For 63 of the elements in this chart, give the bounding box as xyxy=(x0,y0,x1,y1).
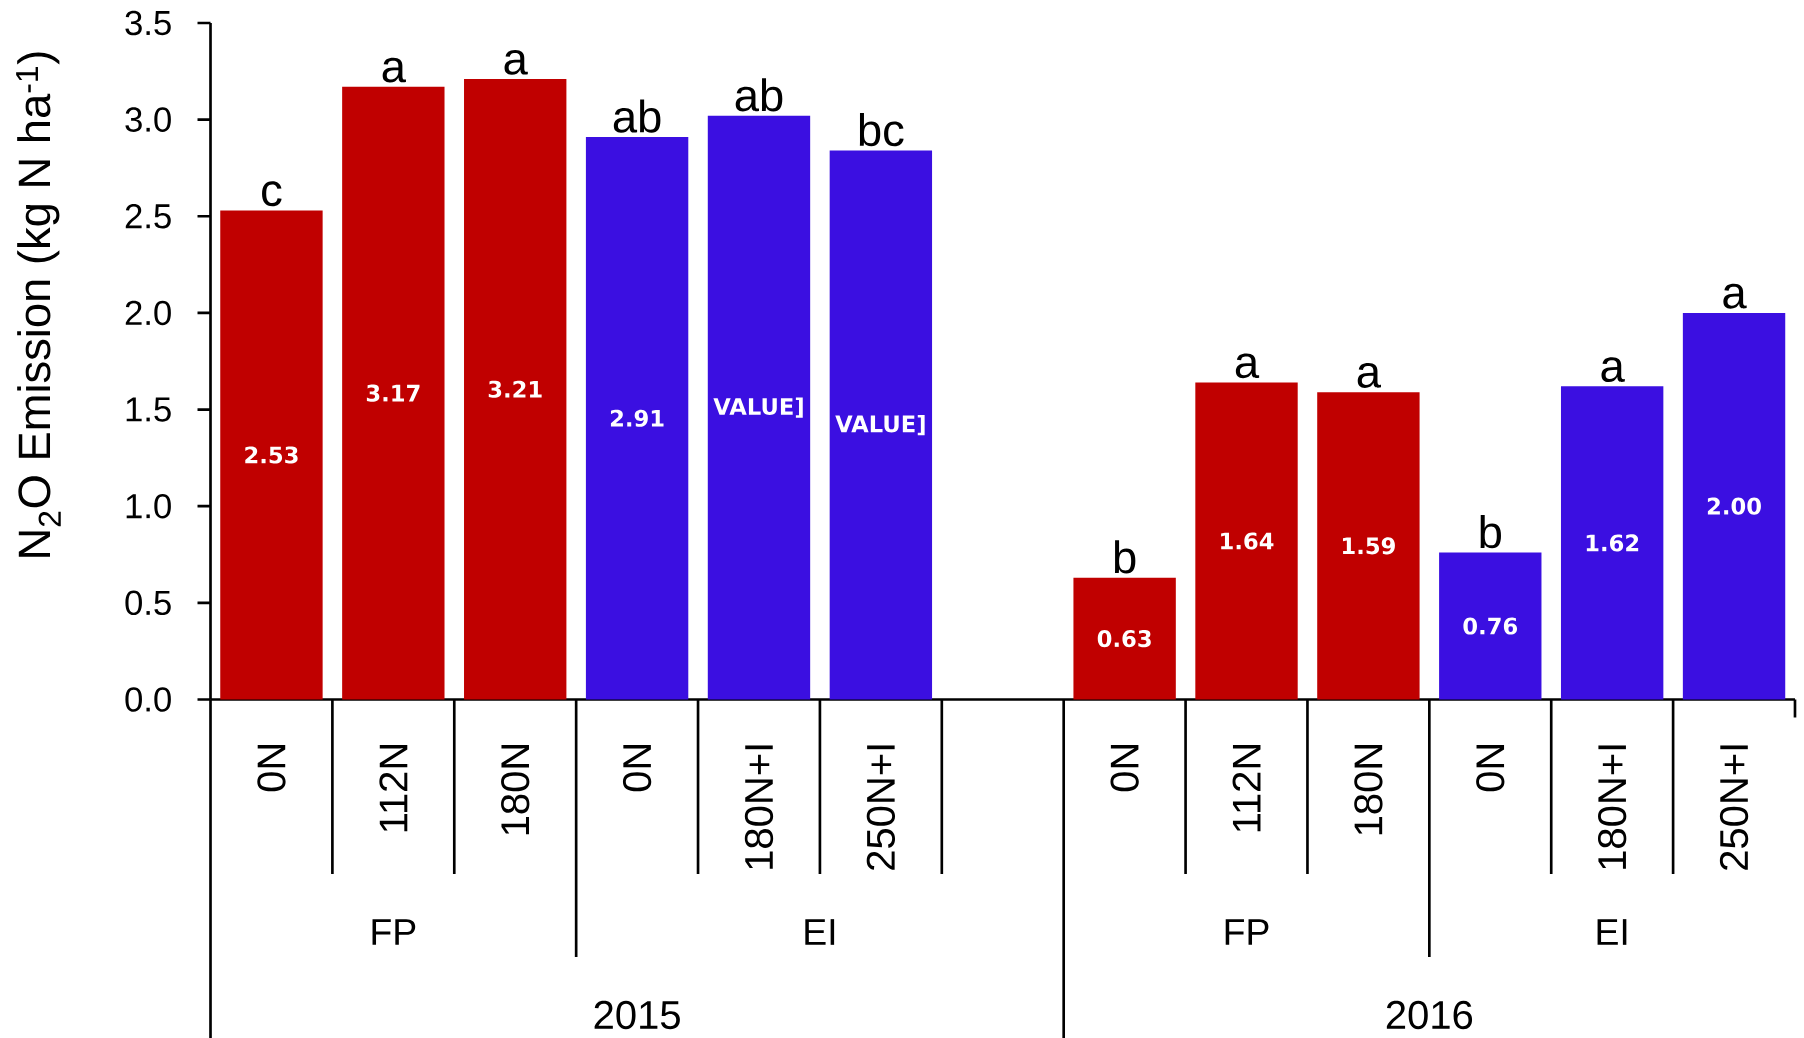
data-label: 1.62 xyxy=(1586,534,1639,552)
bar xyxy=(464,79,567,700)
annotation: bc xyxy=(859,113,904,147)
bar xyxy=(1317,392,1420,700)
annotation: c xyxy=(262,181,282,207)
text: EI xyxy=(1597,919,1627,945)
bar xyxy=(1195,382,1298,700)
x-tick-label: 0N xyxy=(622,745,652,792)
data-label: VALUE] xyxy=(713,397,803,418)
y-tick-label: 3.0 xyxy=(125,107,171,132)
y-tick-label: 1.0 xyxy=(126,493,171,519)
annotation: b xyxy=(1114,540,1136,574)
data-label: 1.59 xyxy=(1342,537,1395,555)
y-tick-label: 3.5 xyxy=(125,10,171,36)
data-label: 2.53 xyxy=(245,446,298,464)
bar xyxy=(342,86,445,700)
data-label: 1.64 xyxy=(1221,532,1274,550)
bar xyxy=(829,150,933,700)
data-label: 0.76 xyxy=(1463,617,1518,635)
bar xyxy=(585,137,689,700)
annotation: a xyxy=(1357,363,1382,388)
annotation: ab xyxy=(735,78,783,112)
data-label: 2.00 xyxy=(1707,497,1761,515)
y-tick-label: 0.0 xyxy=(125,687,171,712)
annotation: ab xyxy=(613,99,661,133)
annotation: b xyxy=(1480,515,1501,549)
x-tick-label: 180N xyxy=(501,745,530,835)
annotation: a xyxy=(504,49,528,75)
x-tick-label: 112N xyxy=(1232,745,1261,832)
x-tick-label: 250N+I xyxy=(866,745,896,870)
y-tick-label: 2.5 xyxy=(125,204,171,229)
x-tick-label: 250N+I xyxy=(1719,745,1749,870)
text: 2015 xyxy=(594,1000,680,1030)
text: FP xyxy=(372,919,416,945)
bar xyxy=(1682,312,1786,700)
x-tick-label: 0N xyxy=(257,745,286,792)
data-label: 0.63 xyxy=(1097,630,1151,648)
x-tick-label: 180N+I xyxy=(1598,745,1627,869)
x-tick-label: 112N xyxy=(379,745,408,832)
bar xyxy=(220,210,323,700)
x-tick-label: 180N+I xyxy=(744,745,774,869)
annotation: a xyxy=(1235,353,1260,379)
x-tick-label: 0N xyxy=(1110,745,1139,792)
bar xyxy=(1439,552,1542,700)
x-tick-label: 180N xyxy=(1354,745,1383,835)
data-label: 2.91 xyxy=(610,409,664,427)
bar xyxy=(1560,386,1664,700)
annotation: a xyxy=(382,57,406,83)
y-tick-label: 2.0 xyxy=(125,300,171,326)
y-axis-title: N$_{2}$O Emission (kg N ha$^{-1}$) xyxy=(16,52,61,557)
data-label: VALUE] xyxy=(835,414,925,436)
text: FP xyxy=(1225,919,1269,945)
data-label: 3.21 xyxy=(488,380,542,398)
data-label: 3.17 xyxy=(366,384,420,402)
x-tick-label: 0N xyxy=(1476,745,1505,792)
text: EI xyxy=(805,919,835,945)
text: 2016 xyxy=(1386,1000,1473,1030)
bar xyxy=(707,115,811,700)
bar xyxy=(1073,577,1176,700)
y-tick-label: 0.5 xyxy=(125,590,171,616)
annotation: a xyxy=(1723,283,1747,309)
y-tick-label: 1.5 xyxy=(126,397,171,422)
annotation: a xyxy=(1601,357,1625,383)
